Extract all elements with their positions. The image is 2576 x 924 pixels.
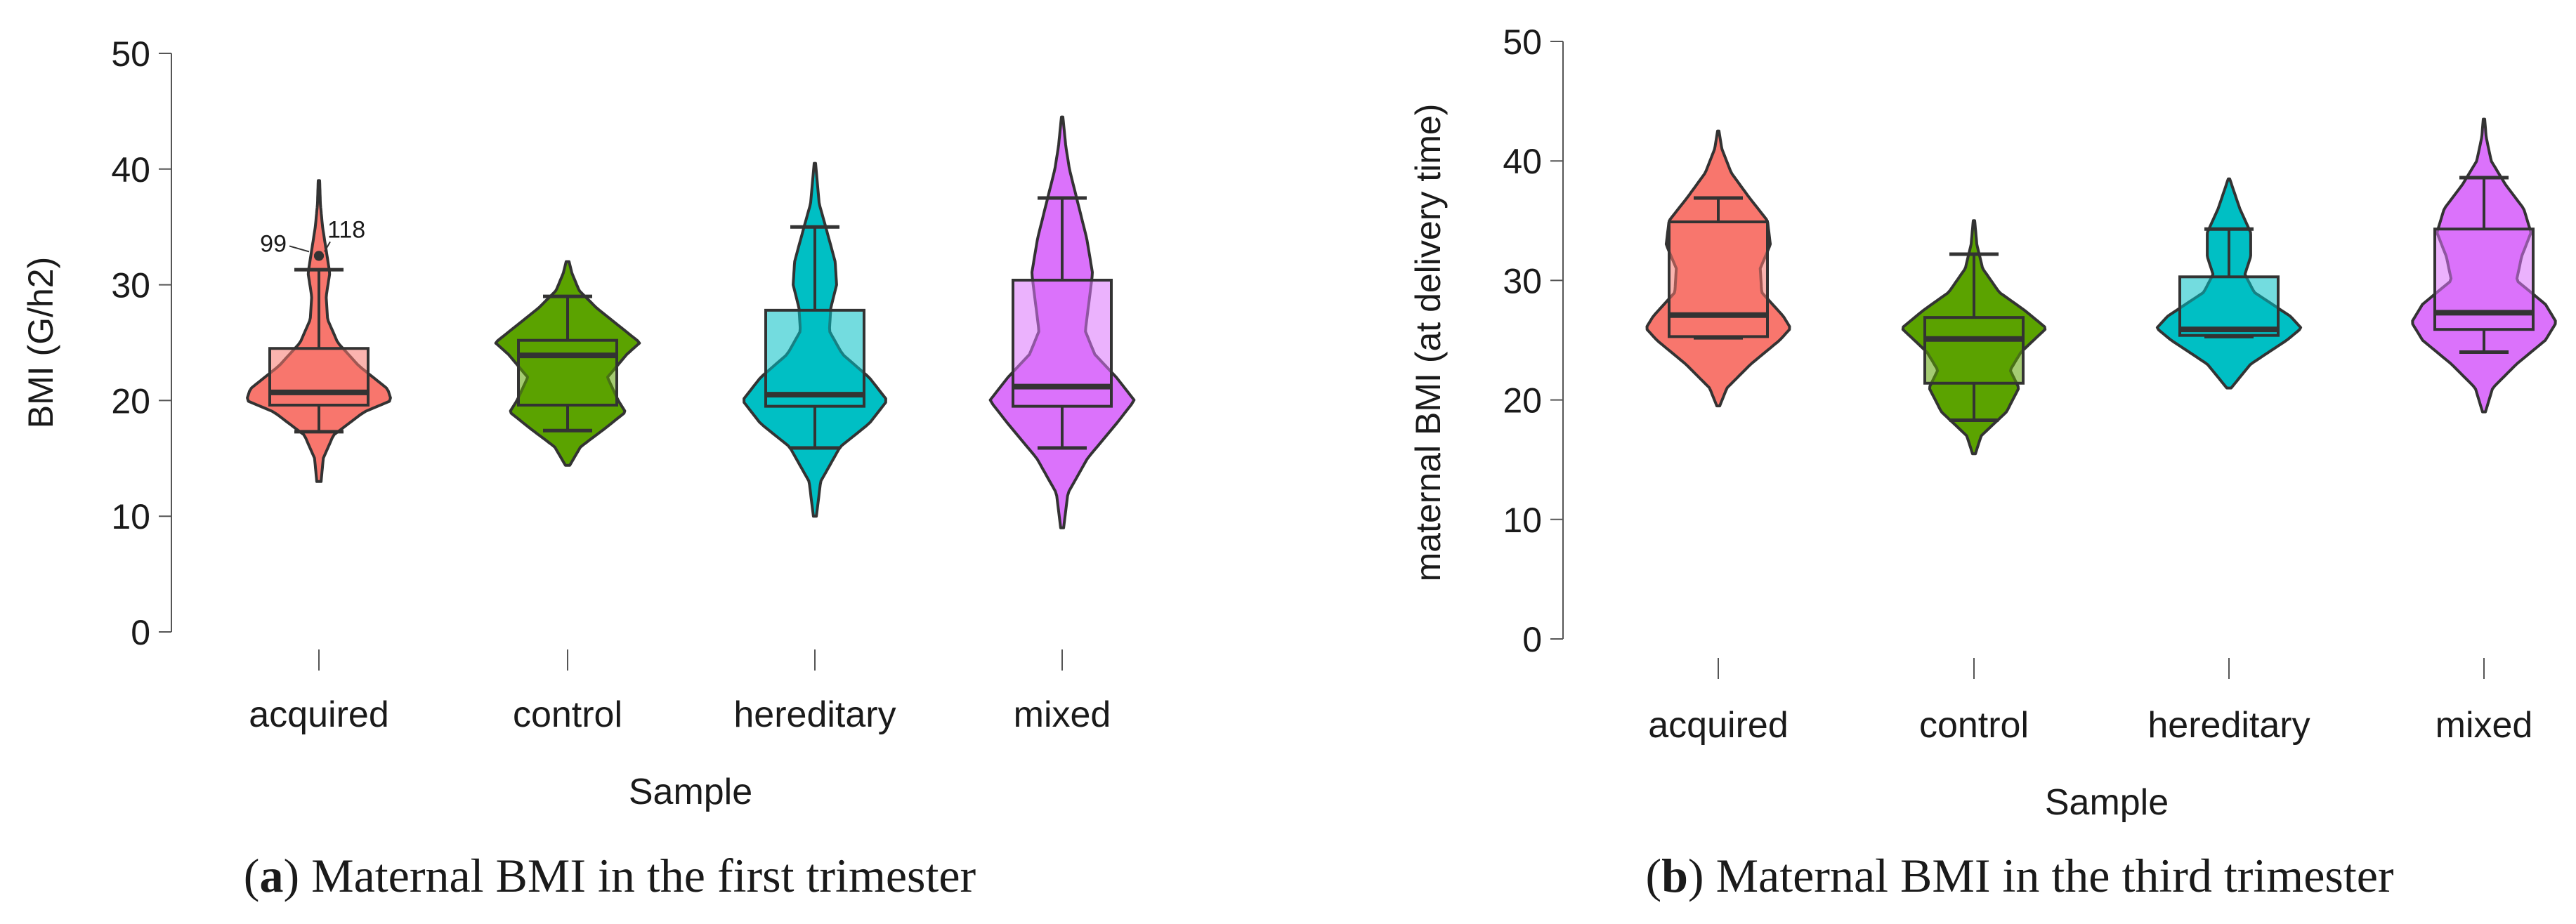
outlier-label: 99: [260, 230, 287, 257]
caption-paren-open: (: [1645, 849, 1661, 902]
panel-caption: (a) Maternal BMI in the first trimester: [244, 849, 976, 902]
iqr-box-hereditary: [2178, 275, 2280, 337]
iqr-box-hereditary: [764, 308, 865, 408]
x-tick-label: mixed: [1014, 694, 1111, 735]
x-tick-label: control: [513, 694, 622, 735]
panel-caption: (b) Maternal BMI in the third trimester: [1645, 849, 2393, 902]
violin-group-hereditary: [743, 161, 887, 518]
x-tick-label: acquired: [249, 694, 388, 735]
y-tick-label: 20: [1503, 381, 1542, 421]
y-tick-label: 30: [111, 266, 150, 305]
violin-group-mixed: [988, 115, 1136, 529]
y-tick-label: 10: [111, 497, 150, 536]
outlier-leader: [324, 241, 331, 252]
y-axis-title: maternal BMI (at delivery time): [1408, 104, 1448, 582]
x-tick-label: control: [1919, 705, 2029, 746]
y-tick-label: 50: [111, 34, 150, 74]
y-axis-title: BMI (G/h2): [21, 257, 60, 428]
x-tick-label: hereditary: [733, 694, 896, 735]
y-tick-label: 40: [1503, 142, 1542, 181]
caption-paren-close: ): [283, 849, 311, 902]
x-tick-label: mixed: [2436, 705, 2533, 746]
violin-group-control: [494, 260, 641, 467]
violin-group-mixed: [2411, 117, 2557, 414]
iqr-box-control: [517, 338, 618, 407]
iqr-box-acquired: [1668, 220, 1769, 338]
y-tick-label: 10: [1503, 501, 1542, 540]
outlier-label: 118: [327, 216, 365, 243]
x-axis-title: Sample: [629, 772, 752, 812]
iqr-box-control: [1923, 316, 2025, 385]
outlier-point: [314, 251, 324, 261]
caption-paren-close: ): [1688, 849, 1716, 902]
violin-group-acquired: 99 118: [246, 179, 392, 483]
caption-text: Maternal BMI in the first trimester: [311, 849, 976, 902]
x-tick-label: acquired: [1648, 705, 1788, 746]
y-tick-label: 30: [1503, 261, 1542, 301]
y-tick-label: 40: [111, 150, 150, 190]
panel-label: b: [1661, 849, 1688, 902]
y-tick-label: 20: [111, 381, 150, 421]
chart-panel-b: 0 10 20 30 40 50 maternal BMI (at delivery tim…: [1408, 22, 2557, 902]
y-tick-label: 0: [1522, 620, 1542, 659]
outlier-leader: [289, 245, 310, 253]
violin-group-hereditary: [2155, 177, 2303, 390]
x-axis-title: Sample: [2045, 782, 2169, 823]
y-tick-label: 50: [1503, 22, 1542, 62]
iqr-box-acquired: [268, 347, 370, 407]
y-tick-label: 0: [131, 613, 150, 652]
caption-text: Maternal BMI in the third trimester: [1716, 849, 2394, 902]
x-tick-label: hereditary: [2147, 705, 2310, 746]
violin-group-control: [1901, 219, 2047, 456]
violin-group-acquired: [1645, 129, 1791, 408]
caption-paren-open: (: [244, 849, 260, 902]
panel-label: a: [259, 849, 283, 902]
chart-panel-a: 0 10 20 30 40 50 BMI (G/h2) 99 118 acquired contro…: [21, 34, 1136, 902]
